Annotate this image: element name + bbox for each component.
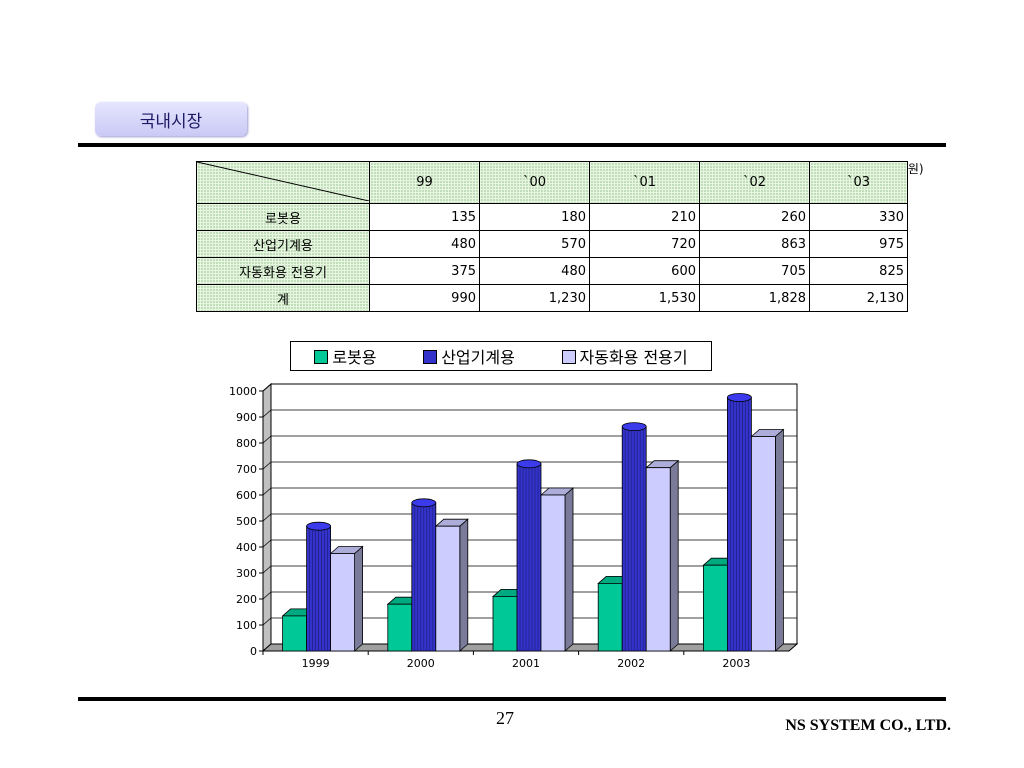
y-tick-label: 100 <box>236 619 257 632</box>
bar-side <box>564 487 574 652</box>
gridline-diagonal <box>262 383 272 392</box>
legend-label: 산업기계용 <box>441 348 515 367</box>
x-tick-label: 1999 <box>302 657 330 670</box>
bar-side <box>669 459 679 652</box>
table-cell: 825 <box>809 257 908 285</box>
gridline-diagonal <box>262 461 272 470</box>
table-cell: 1,530 <box>589 284 700 312</box>
top-divider <box>78 143 946 147</box>
table-cell: 1,230 <box>479 284 590 312</box>
bar-top <box>306 521 332 531</box>
table-year-header: `03 <box>809 161 908 204</box>
legend-swatch <box>561 350 576 364</box>
gridline-diagonal <box>262 435 272 444</box>
y-tick-label: 800 <box>236 437 257 450</box>
table-year-header: `00 <box>479 161 590 204</box>
gridline-diagonal <box>262 513 272 522</box>
gridline-diagonal <box>262 487 272 496</box>
y-tick-label: 1000 <box>229 385 257 398</box>
table-cell: 990 <box>369 284 480 312</box>
bar-top <box>727 393 752 402</box>
table-row: 계 990 1,230 1,530 1,828 2,130 <box>196 284 908 312</box>
table-cell: 1,828 <box>699 284 810 312</box>
x-tick-label: 2003 <box>722 657 750 670</box>
legend-swatch <box>314 350 329 364</box>
bar-side <box>775 428 784 652</box>
gridline-diagonal <box>262 409 272 418</box>
table-cell: 135 <box>369 203 480 231</box>
table-row: 자동화용 전용기 375 480 600 705 825 <box>196 257 908 285</box>
bar-top <box>516 459 542 469</box>
table-row-label: 로봇용 <box>196 203 370 231</box>
legend-item: 로봇용 <box>314 344 377 368</box>
table-cell: 260 <box>699 203 810 231</box>
bar-top <box>411 498 437 508</box>
bar <box>330 553 356 652</box>
y-tick-label: 500 <box>236 515 257 528</box>
table-cell: 705 <box>699 257 810 285</box>
y-tick-label: 900 <box>236 411 257 424</box>
legend-swatch <box>423 350 438 364</box>
table-row-label: 산업기계용 <box>196 230 370 258</box>
x-tick-label: 2000 <box>407 657 435 670</box>
table-corner-cell <box>196 161 370 204</box>
bar <box>435 525 461 652</box>
table-header-row: 99 `00 `01 `02 `03 <box>196 161 908 204</box>
y-tick-label: 200 <box>236 593 257 606</box>
y-tick-label: 400 <box>236 541 257 554</box>
section-title: 국내시장 <box>95 102 247 136</box>
bottom-divider <box>78 697 946 701</box>
table-row-label: 계 <box>196 284 370 312</box>
bar <box>540 494 566 652</box>
bar-top <box>621 422 647 432</box>
y-tick-label: 0 <box>250 645 257 658</box>
company-name: NS SYSTEM CO., LTD. <box>785 717 951 734</box>
table-row-label: 자동화용 전용기 <box>196 257 370 285</box>
bar <box>282 615 308 652</box>
chart-legend: 로봇용 산업기계용 자동화용 전용기 <box>290 341 712 371</box>
x-tick-label: 2001 <box>512 657 540 670</box>
bar <box>703 564 728 652</box>
legend-item: 자동화용 전용기 <box>561 344 688 368</box>
page-number: 27 <box>496 708 514 728</box>
table-cell: 975 <box>809 230 908 258</box>
table-cell: 330 <box>809 203 908 231</box>
table-year-header: `01 <box>589 161 700 204</box>
gridline-diagonal <box>262 591 272 600</box>
bar <box>387 603 413 652</box>
bar <box>597 583 623 652</box>
table-cell: 720 <box>589 230 700 258</box>
y-tick-label: 300 <box>236 567 257 580</box>
y-tick-label: 700 <box>236 463 257 476</box>
gridline-diagonal <box>262 565 272 574</box>
bar <box>751 436 776 652</box>
gridline-diagonal <box>262 617 272 626</box>
table-cell: 375 <box>369 257 480 285</box>
x-tick-label: 2002 <box>617 657 645 670</box>
corner-diagonal <box>197 162 369 201</box>
market-table: 99 `00 `01 `02 `03 로봇용 135 180 210 260 3… <box>196 161 908 312</box>
legend-label: 자동화용 전용기 <box>579 348 688 367</box>
y-tick-label: 600 <box>236 489 257 502</box>
legend-item: 산업기계용 <box>423 344 515 368</box>
table-cell: 480 <box>369 230 480 258</box>
bar-side <box>459 518 469 652</box>
table-cell: 2,130 <box>809 284 908 312</box>
bar <box>492 596 518 652</box>
table-year-header: `02 <box>699 161 810 204</box>
bar <box>645 467 671 652</box>
table-row: 로봇용 135 180 210 260 330 <box>196 203 908 231</box>
table-cell: 570 <box>479 230 590 258</box>
gridline-diagonal <box>262 539 272 548</box>
legend-label: 로봇용 <box>332 348 377 367</box>
bar-side <box>354 545 364 652</box>
